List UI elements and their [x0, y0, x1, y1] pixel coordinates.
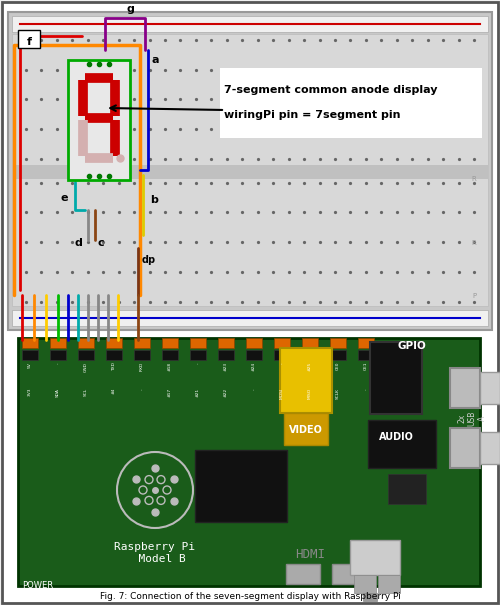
- Bar: [370, 342, 422, 414]
- Text: SCL: SCL: [84, 388, 88, 396]
- Bar: [134, 338, 150, 348]
- Text: #21: #21: [196, 388, 200, 397]
- Text: MOSI: MOSI: [280, 388, 284, 399]
- Text: a: a: [152, 55, 160, 65]
- Bar: [280, 348, 332, 413]
- Text: CE1: CE1: [364, 362, 368, 370]
- Bar: [302, 350, 318, 360]
- Bar: [274, 338, 290, 348]
- Text: wiringPi pin = 7segment pin: wiringPi pin = 7segment pin: [224, 110, 400, 120]
- Bar: [450, 368, 480, 408]
- Text: -: -: [196, 362, 200, 364]
- Text: -: -: [56, 362, 60, 364]
- Text: -: -: [252, 388, 256, 390]
- Bar: [286, 564, 320, 584]
- Bar: [106, 350, 122, 360]
- Bar: [450, 428, 480, 468]
- Text: 3V3: 3V3: [28, 388, 32, 396]
- Bar: [106, 338, 122, 348]
- Bar: [354, 575, 376, 593]
- Bar: [18, 30, 40, 48]
- Bar: [162, 350, 178, 360]
- Bar: [12, 165, 488, 178]
- Bar: [22, 350, 38, 360]
- Bar: [22, 338, 38, 348]
- Text: R: R: [472, 240, 476, 246]
- Text: CE0: CE0: [336, 362, 340, 370]
- Bar: [378, 575, 400, 593]
- Text: TXD: TXD: [112, 362, 116, 371]
- Text: #24: #24: [252, 362, 256, 371]
- Text: #22: #22: [224, 388, 228, 397]
- Bar: [358, 338, 374, 348]
- Bar: [368, 420, 436, 468]
- Text: c: c: [97, 238, 103, 248]
- Bar: [50, 338, 66, 348]
- Text: HDMI: HDMI: [295, 549, 325, 561]
- Text: VIDEO: VIDEO: [289, 425, 323, 435]
- Text: Raspberry Pi
  Model B: Raspberry Pi Model B: [114, 542, 196, 564]
- Bar: [218, 350, 234, 360]
- Text: #25: #25: [308, 362, 312, 371]
- Text: SCLK: SCLK: [336, 388, 340, 399]
- Text: 2x
USB
A: 2x USB A: [457, 410, 487, 426]
- Bar: [8, 12, 492, 330]
- Bar: [12, 310, 488, 326]
- Bar: [190, 338, 206, 348]
- Text: P: P: [472, 293, 476, 299]
- Bar: [388, 474, 426, 504]
- Bar: [363, 593, 377, 601]
- Text: R: R: [472, 176, 476, 182]
- Text: #18: #18: [168, 362, 172, 371]
- Text: SDA: SDA: [56, 388, 60, 397]
- Text: -: -: [280, 362, 284, 364]
- Bar: [274, 350, 290, 360]
- Text: Fig. 7: Connection of the seven-segment display with Raspberry Pi: Fig. 7: Connection of the seven-segment …: [100, 592, 401, 601]
- Text: g: g: [126, 4, 134, 14]
- Text: GND: GND: [84, 362, 88, 372]
- Bar: [50, 350, 66, 360]
- Bar: [480, 432, 500, 464]
- Bar: [12, 16, 488, 32]
- Bar: [330, 350, 346, 360]
- Text: dp: dp: [142, 255, 156, 265]
- Bar: [195, 450, 287, 522]
- Bar: [18, 338, 480, 586]
- Bar: [350, 540, 400, 575]
- Bar: [68, 60, 130, 180]
- Bar: [480, 372, 500, 404]
- Text: d: d: [74, 238, 82, 248]
- Bar: [284, 413, 328, 445]
- Text: AUDIO: AUDIO: [378, 432, 414, 442]
- Bar: [220, 68, 482, 138]
- Text: POWER: POWER: [22, 581, 53, 589]
- Bar: [302, 338, 318, 348]
- Bar: [162, 338, 178, 348]
- Text: #17: #17: [168, 388, 172, 397]
- Bar: [358, 350, 374, 360]
- Bar: [134, 350, 150, 360]
- Bar: [246, 338, 262, 348]
- Text: #4: #4: [112, 388, 116, 394]
- Bar: [78, 350, 94, 360]
- Text: GPIO: GPIO: [398, 341, 427, 351]
- Bar: [330, 338, 346, 348]
- Text: e: e: [60, 193, 68, 203]
- Bar: [190, 350, 206, 360]
- Text: MISO: MISO: [308, 388, 312, 399]
- Bar: [246, 350, 262, 360]
- Bar: [78, 338, 94, 348]
- Text: -: -: [140, 388, 144, 390]
- Text: 5V: 5V: [28, 362, 32, 368]
- Bar: [218, 338, 234, 348]
- Text: f: f: [26, 37, 32, 47]
- Text: 7-segment common anode display: 7-segment common anode display: [224, 85, 438, 95]
- Text: #23: #23: [224, 362, 228, 371]
- Text: -: -: [364, 388, 368, 390]
- Text: b: b: [150, 195, 158, 205]
- Bar: [12, 34, 488, 306]
- Bar: [332, 564, 366, 584]
- Text: RXD: RXD: [140, 362, 144, 371]
